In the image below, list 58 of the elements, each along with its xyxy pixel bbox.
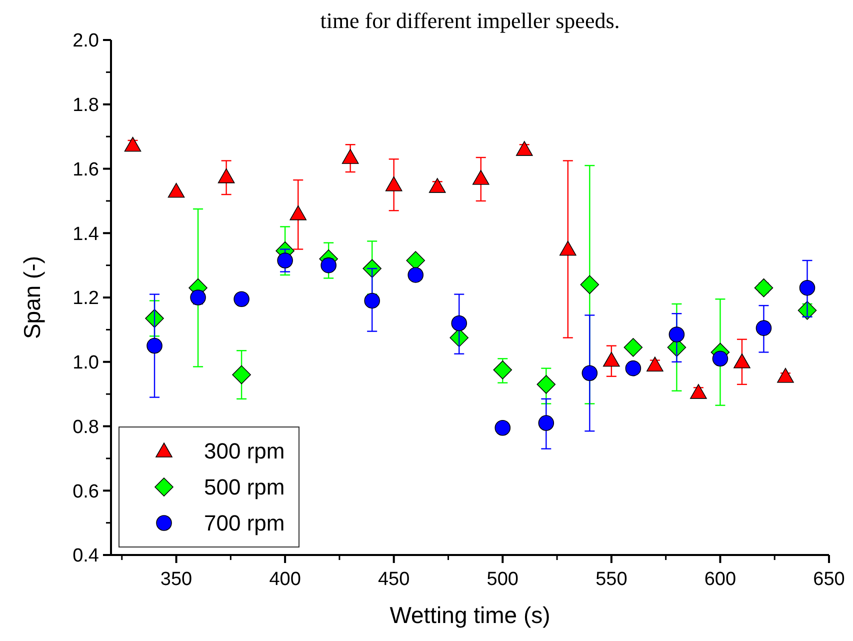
y-tick-label: 1.2 (72, 288, 99, 310)
y-tick-label: 1.4 (72, 224, 100, 245)
legend-label: 300 rpm (204, 438, 285, 464)
point (234, 291, 250, 307)
point (777, 368, 794, 383)
point (494, 420, 511, 436)
point (646, 356, 664, 372)
point (538, 415, 554, 431)
x-tick-label: 650 (813, 569, 845, 590)
point (408, 267, 424, 283)
point (168, 182, 185, 198)
x-tick-label: 500 (486, 569, 518, 590)
point (385, 176, 402, 192)
point (320, 257, 336, 274)
x-tick-label: 450 (378, 569, 410, 590)
point (734, 353, 750, 368)
point (428, 178, 446, 193)
point (232, 365, 251, 384)
point (493, 360, 512, 380)
point (756, 320, 772, 336)
y-tick-label: 0.4 (72, 546, 100, 567)
x-axis-title: Wetting time (s) (390, 602, 550, 628)
x-tick-label: 600 (704, 569, 736, 590)
y-tick-label: 0.6 (72, 481, 99, 502)
point (712, 350, 728, 367)
point (342, 149, 359, 164)
point (277, 252, 293, 268)
point (536, 375, 556, 394)
x-tick-label: 350 (160, 569, 192, 590)
legend-label: 700 rpm (204, 510, 285, 536)
point (290, 205, 307, 220)
point (580, 275, 600, 294)
point (146, 338, 162, 354)
point (364, 292, 380, 309)
point (754, 278, 774, 298)
point (516, 141, 533, 156)
point (472, 170, 490, 185)
point (124, 136, 142, 152)
y-tick-label: 1.8 (72, 95, 99, 116)
point (625, 360, 642, 376)
y-tick-label: 0.8 (72, 416, 99, 438)
y-axis-title: Span (-) (19, 256, 45, 340)
point (603, 352, 620, 367)
y-tick-label: 1.6 (72, 159, 99, 180)
point (690, 384, 707, 399)
point (582, 365, 598, 382)
legend-label: 500 rpm (204, 474, 285, 500)
point (624, 338, 643, 357)
point (218, 168, 235, 184)
chart-title: time for different impeller speeds. (320, 8, 620, 33)
point (799, 280, 816, 296)
x-tick-label: 400 (269, 569, 301, 590)
x-tick-label: 550 (596, 569, 628, 590)
y-tick-label: 2.0 (72, 30, 99, 52)
y-tick-label: 1.0 (72, 352, 99, 374)
point (560, 240, 576, 256)
point (451, 315, 468, 332)
point (668, 326, 685, 342)
